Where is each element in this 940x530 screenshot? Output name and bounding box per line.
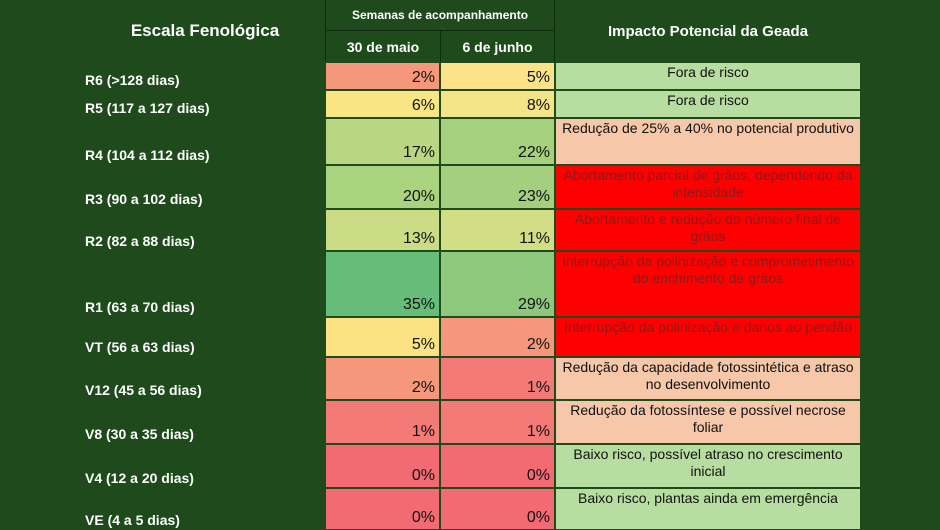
stage-label: R5 (117 a 127 dias) — [85, 100, 210, 116]
stage-label: R3 (90 a 102 dias) — [85, 191, 203, 207]
stage-label: V12 (45 a 56 dias) — [85, 382, 202, 398]
value-week-2: 2% — [440, 317, 555, 357]
impact-cell: Redução de 25% a 40% no potencial produt… — [555, 118, 861, 165]
value-week-2: 23% — [440, 165, 555, 209]
header-date-1: 30 de maio — [325, 30, 440, 62]
stage-label: R4 (104 a 112 dias) — [85, 147, 210, 163]
impact-cell: Baixo risco, possível atraso no crescime… — [555, 444, 861, 488]
header-date-2: 6 de junho — [440, 30, 555, 62]
value-week-2: 0% — [440, 488, 555, 530]
impact-cell: Fora de risco — [555, 62, 861, 90]
impact-cell: Abortamento e redução do número final de… — [555, 209, 861, 251]
value-week-1: 20% — [325, 165, 440, 209]
impact-cell: Fora de risco — [555, 90, 861, 118]
value-week-1: 5% — [325, 317, 440, 357]
table-row: VT (56 a 63 dias) 5% 2% Interrupção da poli… — [0, 317, 940, 357]
value-week-1: 17% — [325, 118, 440, 165]
table-row: V12 (45 a 56 dias) 2% 1% Redução da capacid… — [0, 357, 940, 400]
table-row: R2 (82 a 88 dias) 13% 11% Abortamento e red… — [0, 209, 940, 251]
value-week-1: 2% — [325, 357, 440, 400]
stage-label: V8 (30 a 35 dias) — [85, 426, 194, 442]
stage-label: VE (4 a 5 dias) — [85, 512, 180, 528]
table-row: V4 (12 a 20 dias) 0% 0% Baixo risco, possív… — [0, 444, 940, 488]
stage-label: R2 (82 a 88 dias) — [85, 233, 195, 249]
value-week-2: 1% — [440, 400, 555, 444]
value-week-1: 1% — [325, 400, 440, 444]
value-week-2: 5% — [440, 62, 555, 90]
value-week-1: 13% — [325, 209, 440, 251]
impact-cell: Redução da capacidade fotossintética e a… — [555, 357, 861, 400]
value-week-1: 35% — [325, 251, 440, 317]
table-row: R3 (90 a 102 dias) 20% 23% Abortamento parc… — [0, 165, 940, 209]
stage-label: R6 (>128 dias) — [85, 72, 180, 88]
value-week-2: 8% — [440, 90, 555, 118]
impact-cell: Abortamento parcial de grãos, dependendo… — [555, 165, 861, 209]
table-row: R1 (63 a 70 dias) 35% 29% Interrupção da po… — [0, 251, 940, 317]
impact-cell: Interrupção da polinização e danos ao pe… — [555, 317, 861, 357]
table-row: R6 (>128 dias) 2% 5% Fora de risco — [0, 62, 940, 90]
header-stage: Escala Fenológica — [130, 21, 280, 40]
table-row: R5 (117 a 127 dias) 6% 8% Fora de risco — [0, 90, 940, 118]
table-row: VE (4 a 5 dias) 0% 0% Baixo risco, plantas … — [0, 488, 940, 530]
value-week-1: 2% — [325, 62, 440, 90]
impact-cell: Baixo risco, plantas ainda em emergência — [555, 488, 861, 530]
impact-cell: Interrupção da polinização e comprometim… — [555, 251, 861, 317]
value-week-1: 0% — [325, 488, 440, 530]
stage-label: R1 (63 a 70 dias) — [85, 299, 195, 315]
table-row: R4 (104 a 112 dias) 17% 22% Redução de 25% … — [0, 118, 940, 165]
header-weeks: Semanas de acompanhamento — [325, 0, 555, 30]
value-week-2: 0% — [440, 444, 555, 488]
value-week-2: 11% — [440, 209, 555, 251]
stage-label: VT (56 a 63 dias) — [85, 339, 195, 355]
value-week-2: 29% — [440, 251, 555, 317]
value-week-2: 22% — [440, 118, 555, 165]
value-week-1: 0% — [325, 444, 440, 488]
stage-label: V4 (12 a 20 dias) — [85, 470, 194, 486]
table-row: V8 (30 a 35 dias) 1% 1% Redução da fotossín… — [0, 400, 940, 444]
value-week-2: 1% — [440, 357, 555, 400]
value-week-1: 6% — [325, 90, 440, 118]
impact-cell: Redução da fotossíntese e possível necro… — [555, 400, 861, 444]
header-impact: Impacto Potencial da Geada — [607, 22, 809, 40]
